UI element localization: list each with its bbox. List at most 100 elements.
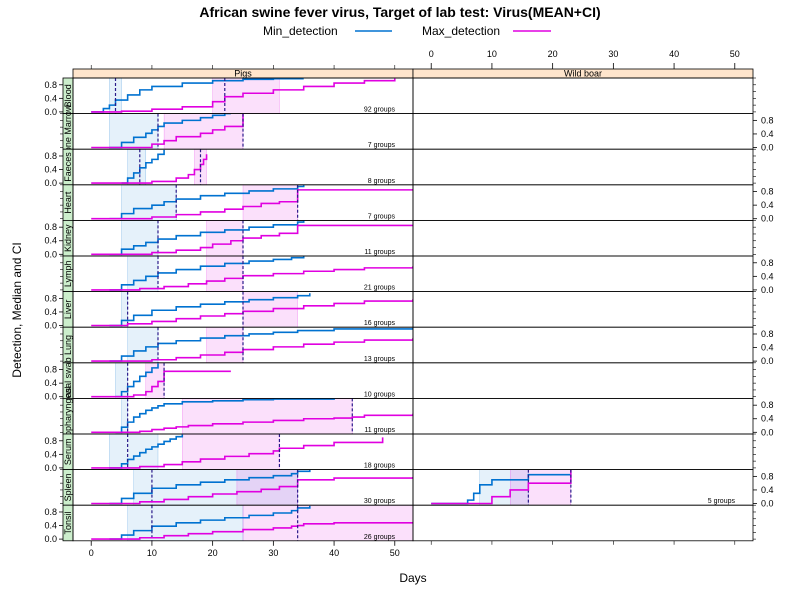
ci-band-min: [127, 256, 159, 292]
y-tick-label: 0.4: [761, 343, 774, 353]
series-max-line: [431, 469, 572, 505]
series-max-line: [91, 522, 413, 540]
y-tick-label: 0.4: [761, 129, 774, 139]
y-tick-label: 0.8: [761, 329, 774, 339]
panel-border: [72, 148, 414, 186]
panel-12-0: 26 groups: [72, 504, 414, 542]
panel-4-1: [412, 219, 754, 257]
legend: Min_detection Max_detection: [263, 24, 551, 38]
groups-label: 18 groups: [364, 463, 396, 470]
groups-label: 10 groups: [364, 391, 396, 398]
panel-content-1-0: [91, 113, 244, 150]
groups-label: 30 groups: [364, 498, 396, 505]
series-min-line: [431, 473, 571, 505]
panel-12-1: [412, 504, 754, 542]
x-tick-label-bottom: 50: [390, 548, 400, 558]
panel-6-1: [412, 291, 754, 328]
row-label-0: Blood: [63, 84, 73, 107]
series-max-line: [91, 224, 413, 256]
y-axis-label: Detection, Median and CI: [10, 242, 24, 377]
panel-11-0: 30 groups: [72, 469, 414, 506]
panel-11-1: 5 groups: [412, 469, 754, 506]
panel-10-0: 18 groups: [72, 433, 414, 470]
y-tick-label: 0.4: [761, 271, 774, 281]
groups-label: 16 groups: [364, 320, 396, 327]
panel-border: [412, 362, 754, 399]
groups-label: 26 groups: [364, 534, 396, 541]
strip-label-1: Wild boar: [564, 69, 602, 79]
y-tick-label: 0.8: [761, 400, 774, 410]
ci-band-min: [127, 149, 147, 185]
ci-band-max: [206, 220, 244, 256]
y-tick-label: 0.4: [761, 200, 774, 210]
x-tick-label-top: 50: [730, 49, 740, 59]
y-tick-label: 0.4: [44, 236, 57, 246]
panel-7-1: [412, 326, 754, 364]
panel-8-0: 10 groups: [72, 362, 414, 399]
panel-content-2-0: [91, 149, 208, 185]
series-min-line: [109, 293, 311, 327]
panel-1-0: 7 groups: [72, 113, 414, 150]
y-tick-label: 0.0: [761, 214, 774, 224]
strip-label-0: Pigs: [234, 69, 252, 79]
panel-6-0: 16 groups: [72, 291, 414, 328]
panel-content-5-0: [91, 256, 413, 292]
panel-0-1: [412, 77, 754, 114]
series-max-line: [91, 370, 231, 398]
x-tick-label-top: 0: [429, 49, 434, 59]
y-tick-label: 0.0: [44, 463, 57, 473]
series-min-line: [91, 78, 304, 113]
y-tick-label: 0.4: [761, 414, 774, 424]
y-tick-label: 0.8: [44, 222, 57, 232]
series-max-line: [91, 437, 384, 469]
row-label-3: Heart: [63, 191, 73, 214]
row-label-6: Liver: [63, 300, 73, 320]
series-min-line: [109, 469, 311, 505]
series-min-line: [109, 256, 305, 291]
panel-content-10-0: [91, 434, 384, 470]
y-tick-label: 0.4: [44, 307, 57, 317]
y-tick-label: 0.0: [44, 321, 57, 331]
ci-band-min: [121, 291, 128, 328]
panel-9-1: [412, 397, 754, 435]
panel-border: [412, 77, 754, 114]
groups-label: 8 groups: [368, 178, 396, 185]
series-max-line: [91, 477, 413, 505]
series-min-line: [109, 113, 231, 149]
ci-band-min: [479, 469, 529, 506]
groups-label: 7 groups: [368, 142, 396, 149]
row-label-12: Tonsil: [63, 511, 73, 534]
panel-1-1: [412, 113, 754, 150]
panel-content-4-0: [91, 220, 413, 256]
groups-label: 11 groups: [364, 249, 395, 256]
panel-10-1: [412, 433, 754, 470]
groups-label: 7 groups: [368, 213, 396, 220]
x-tick-label-top: 20: [548, 49, 558, 59]
y-tick-label: 0.0: [761, 285, 774, 295]
panel-border: [412, 255, 754, 292]
ci-band-min: [109, 434, 159, 470]
ci-band-min: [121, 184, 177, 221]
y-tick-label: 0.0: [761, 143, 774, 153]
row-label-11: Spleen: [63, 473, 73, 501]
legend-label-min: Min_detection: [263, 24, 338, 38]
x-tick-label-top: 30: [608, 49, 618, 59]
y-tick-label: 0.4: [44, 378, 57, 388]
y-tick-label: 0.0: [761, 427, 774, 437]
panel-2-1: [412, 148, 754, 186]
ci-band-min: [121, 398, 128, 434]
y-tick-label: 0.8: [44, 151, 57, 161]
panel-content-6-0: [91, 291, 413, 328]
x-tick-label-bottom: 0: [89, 548, 94, 558]
panel-content-7-0: [91, 327, 413, 363]
panel-content-0-0: [91, 78, 396, 114]
series-max-line: [91, 113, 244, 149]
groups-label: 92 groups: [364, 107, 396, 114]
panel-2-0: 8 groups: [72, 148, 414, 186]
panel-border: [412, 291, 754, 328]
y-tick-label: 0.4: [44, 93, 57, 103]
groups-label: 13 groups: [364, 356, 396, 363]
chart-title: African swine fever virus, Target of lab…: [199, 4, 600, 20]
panel-border: [412, 184, 754, 221]
